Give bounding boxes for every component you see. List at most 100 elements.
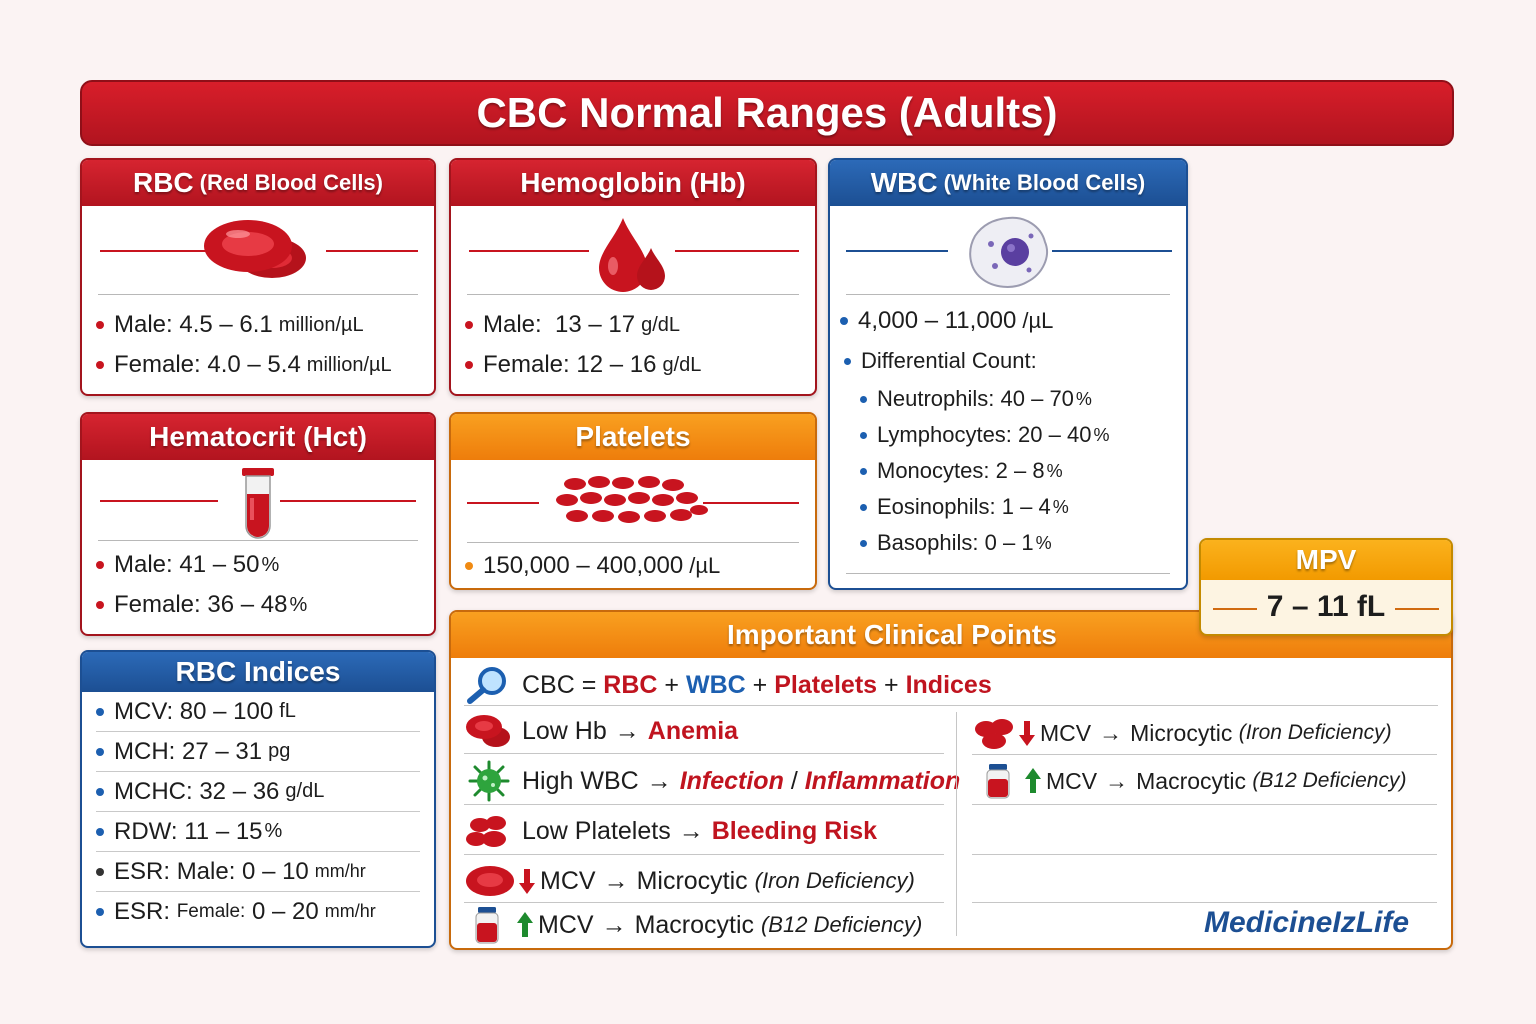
bullet-icon bbox=[96, 787, 104, 796]
page-title-bar: CBC Normal Ranges (Adults) bbox=[80, 80, 1454, 146]
arrow: → bbox=[1105, 767, 1129, 794]
mcv-high-row-right: MCV → Macrocytic (B12 Deficiency) bbox=[984, 760, 1406, 802]
index-label: ESR: bbox=[114, 857, 171, 885]
differential-value: 20 – 40 bbox=[1018, 422, 1092, 447]
hb-female-value: 12 – 16 bbox=[576, 351, 657, 378]
platelets-range-unit: /µL bbox=[689, 553, 721, 578]
cbc-rbc: RBC bbox=[603, 670, 658, 699]
differential-value: 40 – 70 bbox=[1000, 386, 1074, 411]
cbc-formula-row: CBC = RBC + WBC + Platelets + Indices bbox=[464, 664, 992, 706]
blood-drops-icon bbox=[599, 218, 665, 292]
index-row-mcv: MCV: 80 – 100 fL bbox=[96, 692, 420, 732]
up-arrow-icon bbox=[1025, 768, 1041, 793]
plus-sign: + bbox=[752, 670, 768, 699]
hb-male-unit: g/dL bbox=[641, 313, 681, 336]
mpv-title: MPV bbox=[1295, 544, 1357, 575]
platelets-range-value: 150,000 – 400,000 bbox=[483, 552, 684, 579]
bullet-icon bbox=[96, 321, 104, 329]
platelets-header: Platelets bbox=[451, 414, 815, 460]
rbc-indices-card: RBC Indices MCV: 80 – 100 fL MCH: 27 – 31… bbox=[80, 650, 436, 948]
rbc-female-label: Female: bbox=[114, 351, 201, 378]
mcv-text: MCV bbox=[540, 866, 596, 895]
blood-tube-icon bbox=[242, 468, 274, 539]
hct-male-value: 41 – 50 bbox=[179, 551, 260, 578]
hemoglobin-header: Hemoglobin (Hb) bbox=[451, 160, 815, 206]
hb-female-row: Female: 12 – 16 g/dL bbox=[451, 345, 815, 385]
index-sublabel: Female: bbox=[176, 900, 246, 922]
differential-unit: % bbox=[1046, 460, 1063, 481]
high-wbc-result-infection: Infection bbox=[679, 766, 784, 795]
blood-vial-icon bbox=[475, 907, 499, 944]
bullet-icon bbox=[844, 357, 851, 365]
platelets-icon bbox=[556, 476, 708, 523]
platelet-cluster-icon bbox=[466, 816, 506, 847]
clinical-title: Important Clinical Points bbox=[727, 619, 1057, 650]
index-label: RDW: bbox=[114, 817, 178, 845]
low-platelets-text: Low Platelets bbox=[522, 816, 671, 845]
bullet-icon bbox=[96, 747, 104, 756]
bullet-icon bbox=[96, 707, 104, 716]
low-hb-result: Anemia bbox=[647, 716, 739, 745]
hct-female-row: Female: 36 – 48% bbox=[82, 585, 434, 625]
plus-sign: + bbox=[664, 670, 680, 699]
hemoglobin-title: Hemoglobin (Hb) bbox=[520, 167, 746, 198]
differential-item: Monocytes: 2 – 8% bbox=[830, 453, 1186, 489]
wbc-range-row: 4,000 – 11,000/µL bbox=[830, 301, 1186, 341]
low-hb-row: Low Hb → Anemia bbox=[464, 710, 738, 752]
hct-male-row: Male: 41 – 50% bbox=[82, 545, 434, 585]
mcv-text: MCV bbox=[1040, 719, 1092, 746]
rbc-male-unit: million/µL bbox=[278, 313, 364, 336]
mcv-text: MCV bbox=[1046, 767, 1098, 794]
arrow: → bbox=[601, 910, 627, 939]
rbc-subtitle: (Red Blood Cells) bbox=[199, 170, 383, 195]
index-sublabel: Male: bbox=[176, 857, 236, 885]
hct-male-unit: % bbox=[261, 553, 280, 576]
high-wbc-result-inflammation: Inflammation bbox=[804, 766, 961, 795]
low-hb-text: Low Hb bbox=[522, 716, 607, 745]
differential-item: Lymphocytes: 20 – 40% bbox=[830, 417, 1186, 453]
low-platelets-result: Bleeding Risk bbox=[711, 816, 878, 845]
index-label: MCV: bbox=[114, 697, 174, 725]
hb-female-unit: g/dL bbox=[662, 353, 702, 376]
platelets-range-row: 150,000 – 400,000/µL bbox=[451, 543, 815, 588]
mcv-low-row-left: MCV → Microcytic (Iron Deficiency) bbox=[464, 860, 915, 902]
index-unit: mm/hr bbox=[314, 861, 366, 881]
index-label: MCH: bbox=[114, 737, 176, 765]
index-unit: pg bbox=[268, 740, 291, 762]
hct-female-label: Female: bbox=[114, 591, 201, 618]
hb-female-label: Female: bbox=[483, 351, 570, 378]
index-unit: g/dL bbox=[285, 780, 325, 802]
rbc-female-row: Female: 4.0 – 5.4 million/µL bbox=[82, 345, 434, 385]
cbc-platelets: Platelets bbox=[774, 670, 878, 699]
differential-name: Basophils: bbox=[877, 530, 979, 555]
rbc-card: RBC (Red Blood Cells) Male: 4.5 – 6.1 mill… bbox=[80, 158, 436, 396]
brand-logo: MedicineIzLife bbox=[1204, 906, 1410, 939]
microcytic-text: Microcytic bbox=[636, 866, 748, 895]
page-title: CBC Normal Ranges (Adults) bbox=[476, 89, 1058, 136]
hematocrit-card: Hematocrit (Hct) Male: 41 – 50% Female: … bbox=[80, 412, 436, 636]
mpv-value: 7 – 11 fL bbox=[1266, 590, 1386, 623]
indices-title: RBC Indices bbox=[175, 656, 341, 687]
red-blood-cells-icon bbox=[975, 719, 1013, 749]
hemoglobin-card: Hemoglobin (Hb) Male: 13 – 17 g/dL Female… bbox=[449, 158, 817, 396]
bullet-icon bbox=[860, 503, 867, 511]
hb-male-label: Male: bbox=[483, 311, 542, 338]
bullet-icon bbox=[860, 467, 867, 475]
red-blood-cells-icon bbox=[204, 220, 306, 278]
iron-deficiency-text: (Iron Deficiency) bbox=[754, 868, 915, 893]
mpv-card: MPV 7 – 11 fL bbox=[1199, 538, 1453, 636]
wbc-range-value: 4,000 – 11,000 bbox=[858, 307, 1017, 334]
bullet-icon bbox=[96, 867, 104, 876]
differential-name: Eosinophils: bbox=[877, 494, 996, 519]
arrow: → bbox=[603, 866, 629, 895]
differential-value: 0 – 1 bbox=[984, 530, 1034, 555]
index-unit: fL bbox=[279, 700, 296, 722]
hct-female-unit: % bbox=[289, 593, 308, 616]
mcv-text: MCV bbox=[538, 910, 594, 939]
index-row-esr-male: ESR: Male: 0 – 10 mm/hr bbox=[96, 852, 420, 892]
differential-label-row: Differential Count: bbox=[830, 341, 1186, 381]
bullet-icon bbox=[465, 361, 473, 369]
hb-male-row: Male: 13 – 17 g/dL bbox=[451, 305, 815, 345]
b12-deficiency-text: (B12 Deficiency) bbox=[1252, 769, 1407, 792]
macrocytic-text: Macrocytic bbox=[1136, 767, 1247, 794]
